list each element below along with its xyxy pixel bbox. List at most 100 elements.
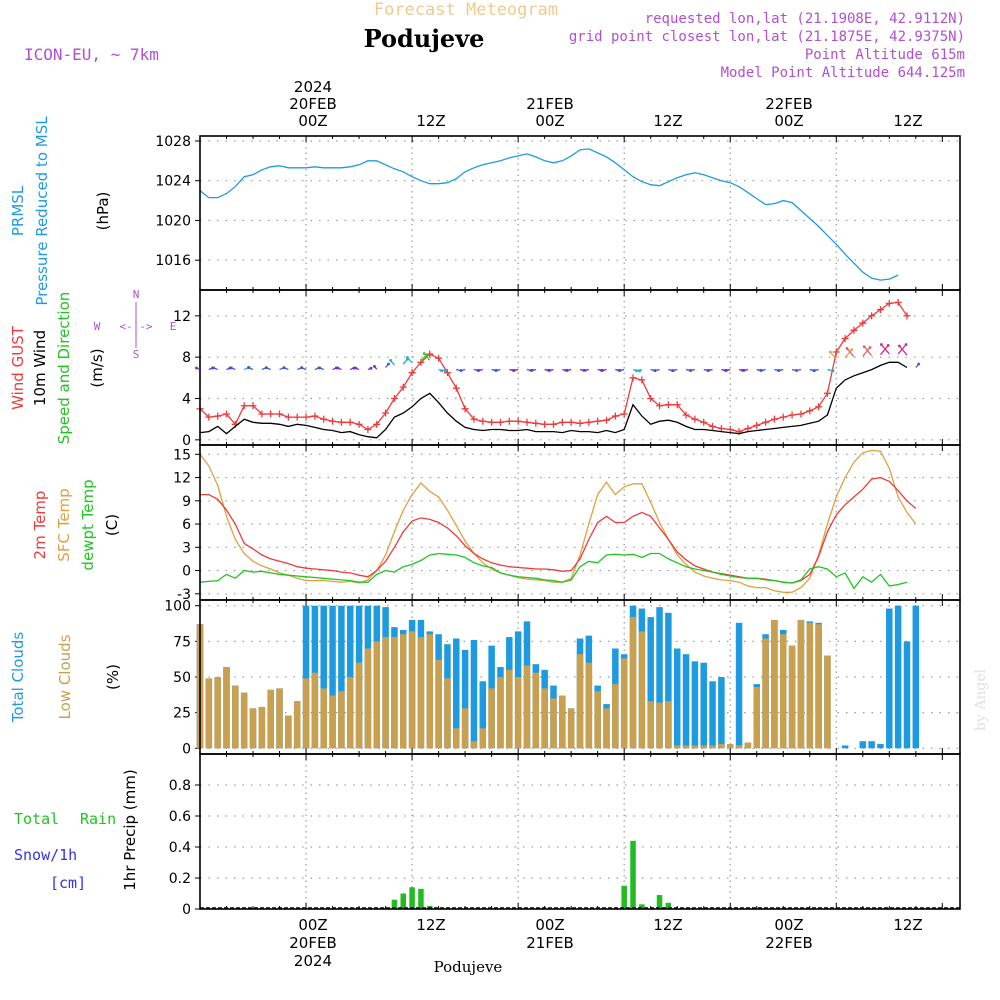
low-clouds-bar — [682, 745, 690, 749]
low-clouds-bar — [276, 688, 283, 749]
wind-arrow-head — [812, 369, 816, 373]
wind-gust-marker — [876, 306, 884, 314]
low-clouds-bar — [435, 659, 442, 749]
sfc-temp-line — [199, 449, 917, 593]
wind-gust-marker — [611, 412, 619, 420]
low-clouds-bar — [408, 631, 416, 749]
wind-gust-marker — [894, 298, 902, 306]
top-label-line3: 12Z — [653, 112, 682, 130]
bottom-label-line2: 22FEB — [765, 934, 812, 952]
low-clouds-bar — [550, 698, 557, 749]
wind-gust-marker — [717, 424, 725, 432]
bottom-label-line2: 21FEB — [526, 934, 573, 952]
low-clouds-bar — [444, 678, 451, 749]
1hr-precip-bar — [639, 904, 645, 909]
wind-arrow-head — [742, 368, 746, 372]
wind-gust-marker — [399, 383, 407, 391]
low-clouds-bar — [638, 631, 646, 749]
low-clouds-bar — [249, 708, 257, 749]
wind-gust-marker — [788, 411, 796, 419]
wind-arrow-head — [389, 359, 392, 362]
1hr-precip-bar — [630, 840, 636, 909]
wind-gust-marker — [496, 418, 504, 426]
wind-gust-marker — [823, 389, 831, 397]
wind-label-10m: 10m Wind — [31, 330, 49, 406]
wind-gust-marker — [682, 411, 690, 419]
wind-gust-marker — [240, 402, 248, 410]
low-clouds-bar — [726, 744, 734, 749]
wind-gust-marker — [549, 420, 557, 428]
wind-arrow-head — [777, 369, 781, 372]
wind-arrow-head — [495, 369, 498, 372]
wind-arrow-head — [583, 368, 587, 372]
y-tick-label: 0 — [182, 902, 191, 918]
y-tick-label: 0.2 — [169, 871, 191, 887]
wind-arrow-head — [318, 366, 322, 370]
cloud-labels: Total Clouds Low Clouds (%) — [9, 632, 122, 724]
wind-arrow-head — [653, 369, 657, 373]
wind-arrow-head — [247, 366, 250, 369]
wind-gust-marker — [373, 420, 381, 428]
y-tick-label: 1024 — [155, 174, 191, 190]
1hr-precip-bar — [409, 887, 415, 909]
chart-title: Forecast Meteogram — [374, 0, 558, 20]
wind-gust-marker — [832, 348, 840, 356]
wind-arrow-head — [795, 369, 798, 372]
total-clouds-bar — [673, 648, 681, 749]
point-altitude: Point Altitude 615m — [805, 47, 965, 63]
total-clouds-bar — [691, 661, 699, 749]
compass-w: W — [94, 320, 101, 333]
precip-frame — [199, 753, 961, 910]
low-clouds-bar — [346, 677, 354, 749]
cloud-label-unit: (%) — [104, 664, 122, 690]
low-clouds-bar — [788, 645, 796, 749]
wind-direction-arrows — [195, 343, 921, 373]
wind-gust-marker — [505, 417, 513, 425]
low-clouds-bar — [497, 677, 504, 749]
y-tick-label: 3 — [182, 540, 191, 556]
low-clouds-bar — [612, 684, 619, 749]
wind-arrow-head — [725, 368, 728, 372]
model-altitude: Model Point Altitude 644.125m — [721, 65, 965, 81]
wind-gust-marker — [885, 299, 893, 307]
low-clouds-bar — [585, 662, 593, 749]
low-clouds-bar — [594, 691, 601, 749]
cloud-label-total: Total Clouds — [9, 632, 27, 724]
wind-gust-marker — [647, 395, 655, 402]
wind-gust-marker — [390, 395, 398, 402]
low-clouds-bar — [258, 706, 266, 749]
low-clouds-bar — [629, 617, 637, 749]
plot-layer: 101610201024102804812-303691215025507510… — [155, 134, 961, 918]
wind-gust-marker — [267, 410, 275, 418]
total-clouds-bar — [903, 641, 911, 749]
low-clouds-bar — [532, 672, 540, 749]
1hr-precip-bar — [418, 888, 424, 909]
low-clouds-bar — [576, 654, 584, 749]
wind-arrow-head — [671, 369, 674, 372]
low-clouds-bar — [364, 648, 372, 749]
wind-gust-marker — [532, 419, 540, 427]
low-clouds-bar — [373, 641, 380, 749]
y-tick-label: 50 — [173, 670, 191, 686]
low-clouds-bar — [815, 624, 822, 749]
pressure-panel: 1016 1020 1024 1028 — [155, 134, 961, 291]
wind-gust-marker — [850, 326, 858, 334]
total-clouds-bar — [338, 605, 345, 749]
1hr-precip-bar — [621, 885, 627, 909]
wind-arrow-head — [565, 368, 569, 372]
low-clouds-bar — [320, 688, 327, 749]
wind-arrow-head — [282, 366, 286, 370]
dewpt-temp-line — [199, 552, 908, 590]
wind-labels: Wind GUST 10m Wind Speed and Direction (… — [9, 288, 176, 444]
top-label-line3: 12Z — [893, 112, 922, 130]
wind-gust-marker — [762, 418, 770, 426]
wind-arrow — [844, 349, 853, 358]
y-tick-label: 6 — [182, 517, 191, 533]
precip-labels: Total Rain Snow/1h [cm] 1hr Precip (mm) — [14, 769, 139, 892]
wind-arrow-head — [850, 348, 854, 352]
low-clouds-bar — [656, 702, 663, 749]
y-tick-label: 25 — [173, 706, 191, 722]
wind-gust-marker — [656, 402, 664, 410]
total-clouds-bar — [894, 605, 902, 749]
wind-arrow-head — [601, 368, 604, 372]
